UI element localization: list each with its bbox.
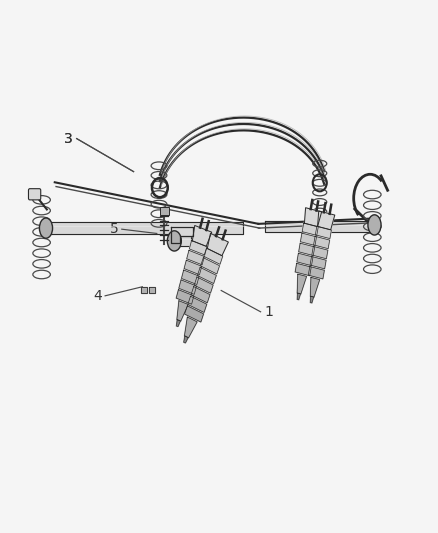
Polygon shape bbox=[149, 287, 155, 293]
Polygon shape bbox=[184, 317, 197, 338]
Polygon shape bbox=[308, 266, 325, 279]
Polygon shape bbox=[188, 296, 207, 312]
Polygon shape bbox=[310, 256, 326, 269]
Text: 3: 3 bbox=[64, 132, 72, 146]
Polygon shape bbox=[194, 277, 213, 293]
FancyBboxPatch shape bbox=[28, 189, 41, 200]
Polygon shape bbox=[46, 222, 243, 234]
Polygon shape bbox=[179, 280, 197, 294]
Polygon shape bbox=[311, 277, 320, 297]
Polygon shape bbox=[315, 226, 332, 239]
Polygon shape bbox=[177, 301, 188, 321]
Polygon shape bbox=[265, 221, 374, 232]
Text: 1: 1 bbox=[264, 305, 273, 319]
Ellipse shape bbox=[167, 231, 181, 251]
Polygon shape bbox=[198, 268, 216, 284]
Polygon shape bbox=[174, 236, 191, 246]
Polygon shape bbox=[201, 258, 219, 274]
Polygon shape bbox=[176, 290, 194, 304]
Polygon shape bbox=[171, 227, 193, 243]
Polygon shape bbox=[187, 251, 205, 265]
Text: 3: 3 bbox=[64, 132, 73, 146]
Polygon shape bbox=[312, 246, 328, 259]
Polygon shape bbox=[189, 240, 207, 255]
Polygon shape bbox=[207, 233, 228, 256]
Polygon shape bbox=[204, 248, 223, 264]
FancyBboxPatch shape bbox=[160, 207, 169, 215]
Polygon shape bbox=[181, 270, 199, 285]
Polygon shape bbox=[304, 208, 321, 227]
Polygon shape bbox=[314, 236, 330, 249]
Polygon shape bbox=[311, 296, 314, 303]
Polygon shape bbox=[184, 306, 204, 322]
Polygon shape bbox=[177, 320, 180, 327]
Polygon shape bbox=[302, 223, 318, 236]
Polygon shape bbox=[192, 225, 212, 246]
Text: 4: 4 bbox=[93, 289, 102, 303]
Polygon shape bbox=[184, 260, 202, 274]
Polygon shape bbox=[297, 253, 313, 265]
Polygon shape bbox=[297, 274, 307, 294]
Polygon shape bbox=[299, 243, 315, 255]
Polygon shape bbox=[184, 336, 188, 343]
Polygon shape bbox=[300, 233, 317, 246]
Polygon shape bbox=[297, 293, 300, 300]
Text: 5: 5 bbox=[110, 222, 118, 236]
Polygon shape bbox=[295, 263, 311, 276]
Ellipse shape bbox=[368, 215, 381, 235]
Ellipse shape bbox=[39, 218, 53, 238]
Polygon shape bbox=[191, 287, 210, 303]
Polygon shape bbox=[141, 287, 147, 293]
Polygon shape bbox=[318, 211, 335, 230]
